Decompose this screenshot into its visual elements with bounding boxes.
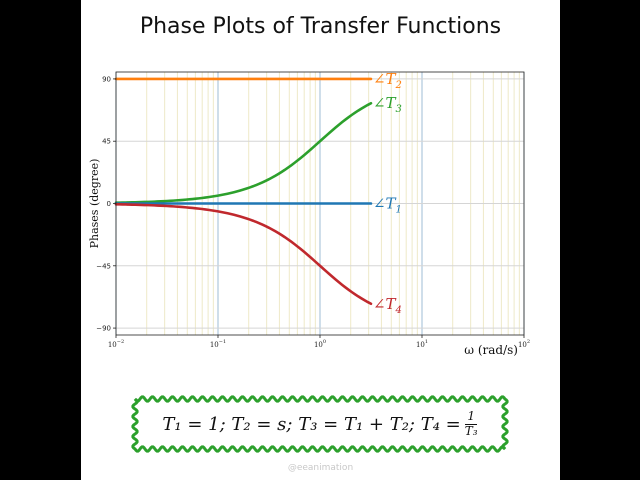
formula-box-border [131,395,509,453]
data-point [217,78,219,80]
series-line-2 [114,101,373,205]
x-tick-label: 10−2 [108,339,124,349]
formula-t3: T₃ = T₁ + T₂; [298,413,415,435]
series-line-4 [114,202,373,306]
series-label-4: ∠T4 [373,295,402,316]
data-point [370,303,372,305]
y-tick-label: 45 [102,138,111,146]
data-point [319,78,321,80]
data-point [166,205,168,207]
formula-t2: T₂ = s; [231,413,293,435]
data-point [217,194,219,197]
data-point [166,78,168,80]
x-tick-label: 101 [416,339,428,349]
phase-chart: 10−2 10−1 100 101 102 90 45 0 −45 −90 ω (rad/s) Pha… [88,70,530,357]
data-point [268,78,270,80]
x-axis-label: ω (rad/s) [464,343,518,357]
y-tick-label: −45 [96,262,111,270]
data-point [319,202,321,205]
data-point [319,140,321,143]
data-point [166,200,168,202]
x-tick-label: 102 [518,339,530,349]
data-point [268,226,270,229]
figure: Phase Plots of Transfer Functions 10−2 10… [81,0,560,480]
series-label-2: ∠T3 [373,94,402,115]
data-point [268,202,270,205]
wavy-border [131,395,509,453]
y-tick-label: 0 [107,200,111,208]
data-point [217,202,219,205]
watermark: @eeanimation [287,463,354,473]
y-tick-label: −90 [96,325,111,333]
series-label-3: ∠T1 [373,195,402,216]
data-point [319,264,321,267]
data-point [370,78,372,80]
y-axis-label: Phases (degree) [88,159,101,249]
formula-t4-lhs: T₄ = [420,413,461,435]
formula-t4-denominator: T₃ [464,423,478,438]
formula-t1: T₁ = 1; [162,413,226,435]
x-tick-label: 100 [314,339,326,349]
data-point [217,210,219,213]
transfer-function-formula: T₁ = 1; T₂ = s; T₃ = T₁ + T₂; T₄ = 1 T₃ [131,395,509,453]
series-label-1: ∠T2 [373,70,402,91]
data-point [370,102,372,104]
y-tick-label: 90 [102,75,111,83]
x-tick-label: 10−1 [210,339,226,349]
data-point [166,202,168,205]
chart-title: Phase Plots of Transfer Functions [139,14,502,39]
data-point [370,202,372,205]
formula-t4-numerator: 1 [465,409,477,425]
formula-t4-fraction: 1 T₃ [464,409,478,438]
data-point [268,178,270,181]
